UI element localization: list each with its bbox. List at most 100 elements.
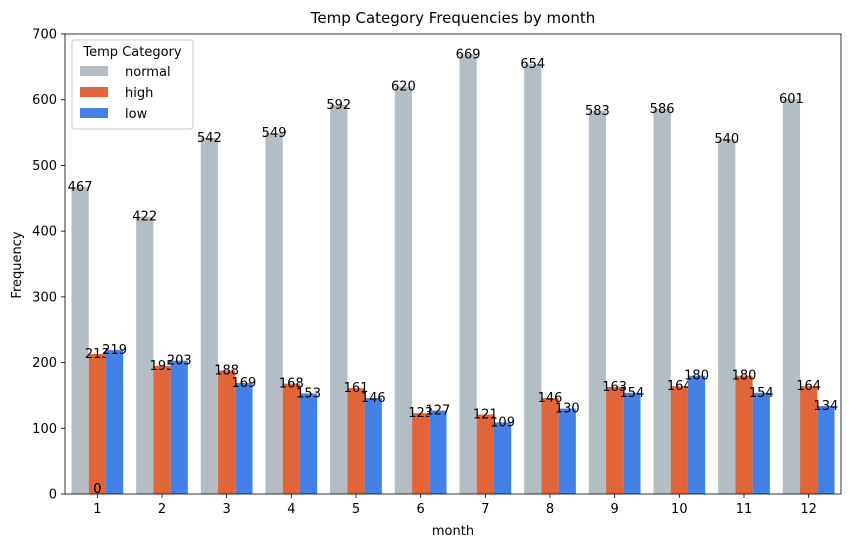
annotation-label: 0: [93, 482, 101, 497]
legend-swatch-low: [80, 108, 108, 118]
data-label-high-3: 188: [214, 363, 239, 378]
bar-low-8: [558, 408, 576, 494]
data-label-normal-12: 601: [779, 92, 804, 107]
bar-normal-2: [136, 216, 154, 494]
data-label-normal-5: 592: [326, 98, 351, 113]
bar-high-6: [412, 413, 430, 494]
data-label-normal-11: 540: [714, 132, 739, 147]
data-label-low-1: 219: [102, 343, 127, 358]
bar-low-3: [235, 382, 253, 494]
bar-high-3: [218, 370, 236, 494]
bar-normal-3: [200, 137, 219, 495]
x-tick-label: 7: [481, 502, 489, 517]
y-tick-label: 700: [32, 28, 57, 43]
x-tick-label: 4: [287, 502, 295, 517]
x-tick-label: 10: [671, 502, 688, 517]
data-label-normal-3: 542: [197, 131, 222, 146]
data-label-normal-9: 583: [585, 104, 610, 119]
data-label-low-7: 109: [490, 415, 515, 430]
x-tick-label: 6: [417, 502, 425, 517]
data-label-low-11: 154: [749, 386, 774, 401]
bar-high-12: [800, 386, 818, 494]
data-label-normal-10: 586: [650, 102, 675, 117]
x-tick-label: 12: [800, 502, 817, 517]
bar-low-2: [170, 360, 188, 494]
x-tick-label: 9: [611, 502, 619, 517]
bar-normal-5: [330, 104, 348, 494]
bar-low-10: [687, 375, 706, 494]
bar-high-9: [606, 386, 624, 494]
x-tick-label: 2: [158, 502, 166, 517]
data-label-high-2: 195: [150, 359, 175, 374]
bar-normal-8: [524, 64, 542, 494]
data-label-low-10: 180: [684, 369, 709, 384]
data-label-high-10: 164: [667, 379, 692, 394]
data-label-normal-4: 549: [262, 126, 287, 141]
x-axis-label: month: [432, 524, 474, 539]
chart-title: Temp Category Frequencies by month: [310, 9, 595, 27]
bar-normal-6: [394, 86, 413, 495]
data-label-high-11: 180: [732, 369, 757, 384]
y-tick-label: 500: [32, 159, 57, 174]
data-label-low-3: 169: [231, 376, 256, 391]
data-label-low-6: 127: [425, 404, 450, 419]
data-label-high-8: 146: [538, 391, 563, 406]
y-tick-label: 200: [32, 356, 57, 371]
bar-high-8: [541, 398, 559, 494]
legend-label-low: low: [125, 107, 148, 122]
y-axis-label: Frequency: [10, 231, 25, 298]
bar-high-10: [670, 386, 688, 494]
data-label-low-8: 130: [555, 402, 580, 417]
data-label-low-12: 134: [813, 399, 838, 414]
annotation-label: 0: [93, 482, 101, 497]
data-label-low-5: 146: [361, 391, 386, 406]
legend-swatch-normal: [80, 66, 108, 76]
bar-low-11: [752, 392, 770, 494]
x-tick-label: 11: [736, 502, 753, 517]
y-tick-label: 0: [49, 488, 57, 503]
x-tick-label: 1: [93, 502, 101, 517]
bar-low-6: [429, 410, 447, 494]
data-label-normal-6: 620: [391, 80, 416, 95]
bar-normal-12: [782, 99, 801, 495]
data-label-low-9: 154: [619, 386, 644, 401]
legend-swatch-high: [80, 87, 108, 97]
data-label-high-12: 164: [796, 379, 821, 394]
bar-high-7: [476, 414, 494, 494]
y-tick-label: 300: [32, 290, 57, 305]
x-tick-label: 5: [352, 502, 360, 517]
y-tick-label: 600: [32, 93, 57, 108]
bar-high-4: [282, 383, 300, 494]
bar-low-12: [817, 405, 835, 494]
data-label-high-1: 213: [85, 347, 110, 362]
bar-normal-10: [653, 108, 671, 495]
bar-low-4: [299, 393, 318, 494]
bar-high-5: [347, 388, 365, 494]
data-label-high-9: 163: [602, 380, 627, 395]
legend: Temp Category normal high low: [71, 39, 194, 130]
bar-normal-11: [718, 139, 736, 494]
legend-label-normal: normal: [125, 65, 171, 80]
bar-normal-4: [265, 133, 283, 494]
data-label-high-4: 168: [279, 377, 304, 392]
bar-low-7: [493, 422, 512, 494]
data-label-normal-2: 422: [132, 210, 157, 225]
bar-low-5: [364, 398, 382, 494]
x-tick-label: 8: [546, 502, 554, 517]
bar-high-11: [735, 375, 753, 494]
data-label-low-4: 153: [296, 386, 321, 401]
legend-label-high: high: [125, 86, 153, 101]
data-label-normal-7: 669: [456, 47, 481, 62]
bar-low-9: [623, 392, 641, 494]
legend-title: Temp Category: [82, 45, 181, 60]
data-label-normal-8: 654: [520, 57, 545, 72]
data-label-normal-1: 467: [68, 180, 93, 195]
data-label-low-2: 203: [167, 354, 192, 369]
axes-frame: [64, 33, 842, 495]
bar-high-2: [153, 365, 171, 494]
bar-normal-9: [588, 110, 607, 494]
bar-high-1: [88, 354, 106, 494]
data-label-high-6: 123: [408, 406, 433, 421]
